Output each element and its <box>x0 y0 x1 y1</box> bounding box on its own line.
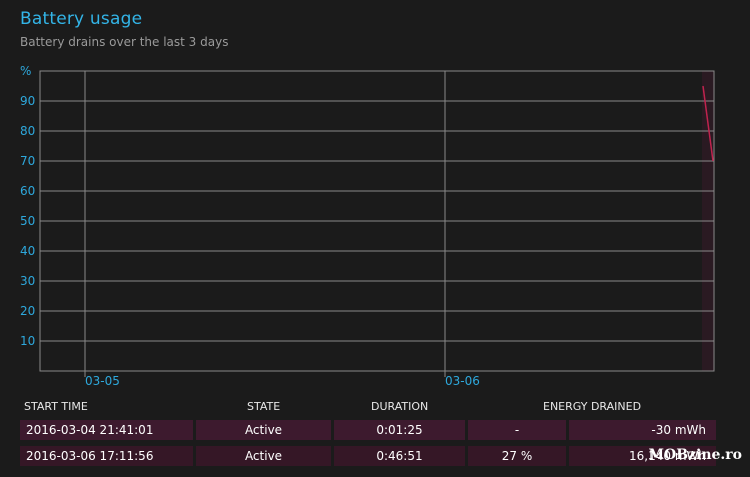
x-tick-label: 03-06 <box>445 374 480 388</box>
page-title: Battery usage <box>20 9 143 29</box>
battery-usage-table: START TIME STATE DURATION ENERGY DRAINED… <box>20 398 716 468</box>
cell-start-time: 2016-03-04 21:41:01 <box>20 420 193 440</box>
y-tick-label: 60 <box>20 184 35 198</box>
y-tick-label: 20 <box>20 304 35 318</box>
y-tick-label: 30 <box>20 274 35 288</box>
col-energy-drained: ENERGY DRAINED <box>543 400 642 413</box>
table-row: 2016-03-06 17:11:56 Active 0:46:51 27 % … <box>20 446 716 468</box>
y-tick-label: 90 <box>20 94 35 108</box>
col-start-time: START TIME <box>24 400 88 413</box>
y-tick-label: 40 <box>20 244 35 258</box>
cell-energy: 16,140 mWh <box>569 446 716 466</box>
cell-percent: 27 % <box>468 446 566 466</box>
cell-percent: - <box>468 420 566 440</box>
col-state: STATE <box>247 400 281 413</box>
y-tick-label: 10 <box>20 334 35 348</box>
col-duration: DURATION <box>371 400 429 413</box>
battery-level-line <box>702 85 714 162</box>
cell-state: Active <box>196 446 331 466</box>
cell-start-time: 2016-03-06 17:11:56 <box>20 446 193 466</box>
table-header: START TIME STATE DURATION ENERGY DRAINED <box>20 398 716 416</box>
cell-duration: 0:01:25 <box>334 420 465 440</box>
page-subtitle: Battery drains over the last 3 days <box>20 35 229 49</box>
y-tick-label: 80 <box>20 124 35 138</box>
y-axis-label: % <box>20 64 31 78</box>
cell-duration: 0:46:51 <box>334 446 465 466</box>
cell-energy: -30 mWh <box>569 420 716 440</box>
cell-state: Active <box>196 420 331 440</box>
y-tick-label: 70 <box>20 154 35 168</box>
x-tick-label: 03-05 <box>85 374 120 388</box>
battery-usage-chart: 10 20 30 40 50 60 70 80 90% 03-05 03-06 <box>20 64 715 388</box>
table-row: 2016-03-04 21:41:01 Active 0:01:25 - -30… <box>20 420 716 442</box>
watermark-logo: MOBzine.ro <box>648 447 742 463</box>
y-tick-label: 50 <box>20 214 35 228</box>
